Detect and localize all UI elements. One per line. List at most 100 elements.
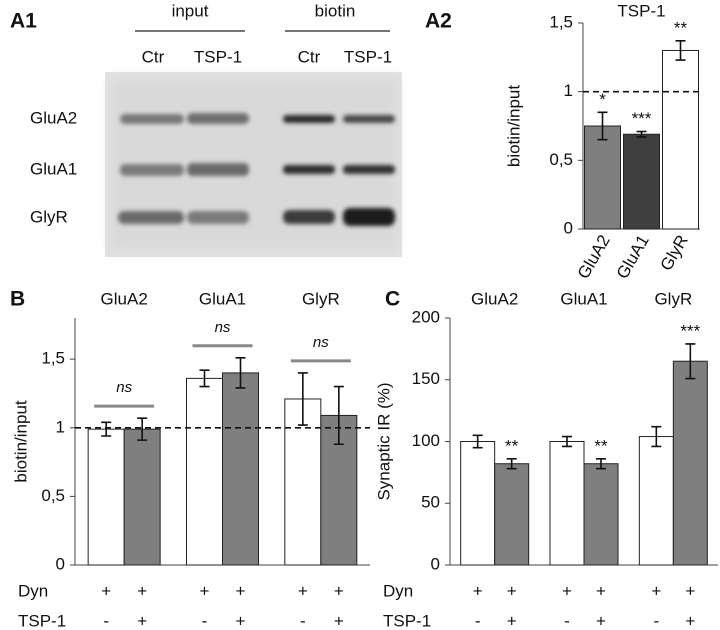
x-tick-label: GluA2: [471, 289, 518, 308]
band: [187, 211, 249, 224]
error-bar: [235, 356, 246, 389]
error-bar: [297, 372, 308, 426]
lane-label: TSP-1: [194, 47, 242, 66]
band: [187, 113, 249, 124]
x-tick-label: GluA1: [199, 289, 246, 308]
error-bar: [333, 385, 344, 446]
condition-sign: -: [564, 611, 570, 630]
panel-letter: B: [10, 288, 25, 311]
y-tick-label: 50: [421, 493, 440, 512]
y-tick-label: 200: [412, 307, 440, 326]
y-tick-label: 0,5: [549, 150, 573, 169]
error-bar: [199, 369, 210, 388]
x-tick-label: GluA1: [613, 232, 653, 282]
condition-sign: +: [596, 581, 606, 600]
bar: [284, 398, 322, 566]
blot-group: input: [172, 1, 209, 20]
y-tick-label: 0: [564, 218, 573, 237]
y-tick-label: 1: [564, 81, 573, 100]
significance: *: [599, 90, 606, 109]
error-bar: [636, 130, 647, 138]
bar: [460, 441, 496, 566]
error-bar: [562, 435, 572, 448]
condition-sign: +: [685, 611, 695, 630]
significance: ***: [632, 109, 652, 128]
band: [283, 210, 335, 224]
condition-sign: -: [475, 611, 481, 630]
significance: **: [505, 436, 519, 455]
condition-name: TSP-1: [18, 611, 66, 630]
y-tick-label: 0: [431, 554, 440, 573]
condition-sign: -: [103, 611, 109, 630]
condition-name: Dyn: [383, 581, 413, 600]
condition-name: TSP-1: [383, 611, 431, 630]
lane-label: Ctr: [298, 47, 321, 66]
y-tick-label: 150: [412, 369, 440, 388]
bar: [87, 428, 125, 566]
significance: **: [594, 436, 608, 455]
y-tick-label: 1,5: [41, 349, 65, 368]
x-tick-label: GlyR: [657, 232, 692, 274]
condition-sign: +: [137, 581, 147, 600]
y-tick-label: 100: [412, 431, 440, 450]
bar: [638, 436, 674, 566]
band: [120, 164, 184, 176]
bar: [583, 463, 619, 566]
row-label: GluA1: [30, 159, 77, 178]
significance: ***: [680, 321, 700, 340]
band: [187, 163, 249, 176]
y-tick-label: 1,5: [549, 12, 573, 31]
condition-sign: -: [653, 611, 659, 630]
error-bar: [472, 434, 483, 449]
blot-bands: [118, 113, 395, 226]
band: [283, 165, 335, 174]
row-label: GlyR: [30, 207, 68, 226]
significance: **: [674, 18, 688, 37]
error-bar: [685, 343, 696, 380]
condition-sign: +: [298, 581, 308, 600]
error-bar: [506, 457, 517, 470]
error-bar: [651, 425, 662, 448]
error-bar: [675, 40, 686, 61]
condition-sign: +: [334, 611, 344, 630]
condition-sign: +: [236, 581, 246, 600]
band: [343, 208, 395, 226]
bar: [123, 428, 161, 566]
condition-sign: +: [685, 581, 695, 600]
lane-label: TSP-1: [344, 47, 392, 66]
y-tick-label: 1: [56, 417, 65, 436]
bar: [186, 377, 223, 566]
annotation: ns: [116, 379, 132, 396]
band: [283, 115, 335, 123]
panel-letter: C: [385, 288, 400, 311]
condition-sign: +: [651, 581, 661, 600]
band: [343, 115, 395, 123]
condition-name: Dyn: [18, 581, 48, 600]
bar: [549, 441, 585, 566]
annotation: ns: [313, 334, 329, 351]
bar: [494, 463, 530, 566]
y-axis-label: Synaptic IR (%): [374, 382, 393, 500]
chart-title: TSP-1: [617, 1, 665, 20]
condition-sign: +: [507, 581, 517, 600]
condition-sign: +: [200, 581, 210, 600]
condition-sign: +: [101, 581, 111, 600]
band: [120, 114, 184, 124]
condition-sign: +: [137, 611, 147, 630]
band: [343, 165, 395, 174]
y-axis-label: biotin/input: [11, 400, 30, 483]
bar: [584, 125, 621, 230]
error-bar: [597, 111, 608, 141]
condition-sign: +: [334, 581, 344, 600]
x-tick-label: GlyR: [302, 289, 340, 308]
lane-label: Ctr: [142, 47, 165, 66]
annotation: ns: [215, 319, 231, 336]
bar: [662, 49, 699, 230]
panel-letter: A1: [10, 10, 37, 33]
x-tick-label: GluA2: [101, 289, 148, 308]
x-tick-label: GluA1: [560, 289, 607, 308]
error-bar: [596, 457, 606, 470]
condition-sign: +: [473, 581, 483, 600]
x-tick-label: GluA2: [574, 232, 614, 282]
